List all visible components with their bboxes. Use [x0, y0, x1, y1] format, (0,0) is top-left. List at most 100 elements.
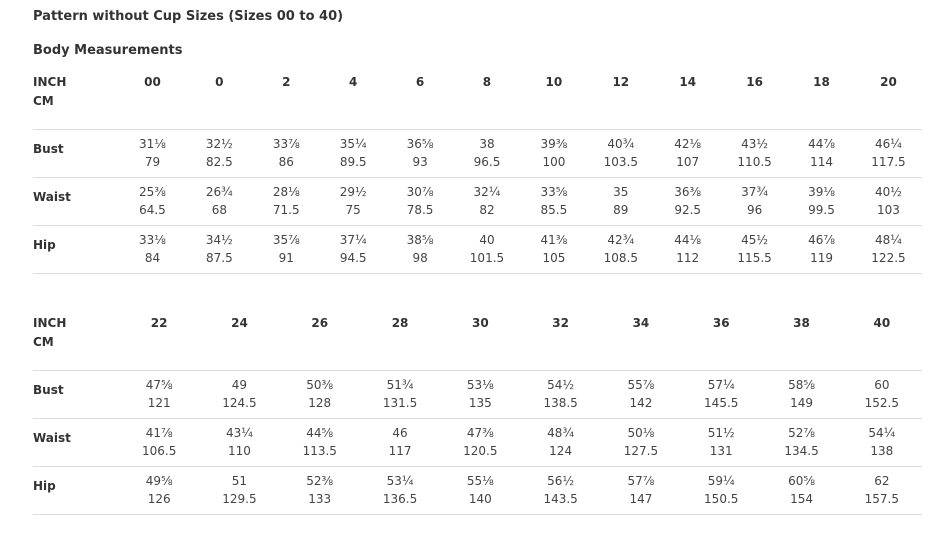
inch-value: 28⅛	[272, 185, 300, 199]
header-divider	[33, 114, 922, 130]
inch-value: 35⅞	[272, 233, 300, 247]
inch-value: 47⅝	[145, 378, 173, 392]
cm-value: 115.5	[737, 251, 772, 265]
inch-value: 52⅜	[306, 474, 334, 488]
cm-value: 150.5	[704, 492, 739, 506]
measurement-cell: 59¼ 150.5	[681, 466, 762, 515]
measurement-cell: 60 152.5	[841, 370, 922, 419]
page-title: Pattern without Cup Sizes (Sizes 00 to 4…	[33, 9, 344, 24]
unit-label: INCH CM	[33, 73, 119, 114]
cm-value: 147	[629, 492, 653, 506]
measurement-cell: 30⅞ 78.5	[386, 177, 454, 226]
inch-value: 50⅛	[627, 426, 655, 440]
cm-value: 114	[810, 155, 833, 169]
measurement-cell: 47⅝ 121	[119, 370, 200, 419]
measurement-cell: 57⅞ 147	[600, 466, 682, 515]
cm-value: 75	[345, 203, 361, 217]
measurement-cell: 46 117	[359, 418, 441, 467]
cm-value: 89.5	[339, 155, 367, 169]
measurement-cell: 35 89	[587, 177, 655, 226]
cm-value: 82.5	[206, 155, 233, 169]
size-header: 32	[552, 316, 569, 330]
row-label: Waist	[33, 177, 119, 226]
inch-value: 38⅝	[406, 233, 434, 247]
inch-value: 42¾	[607, 233, 635, 247]
measurement-cell: 54¼ 138	[841, 418, 922, 467]
size-header: 12	[612, 75, 630, 89]
inch-value: 40	[479, 233, 495, 247]
size-header: 38	[793, 316, 810, 330]
measurement-cell: 38⅝ 98	[386, 225, 454, 274]
measurement-cell: 41⅞ 106.5	[119, 418, 200, 467]
cm-value: 78.5	[406, 203, 434, 217]
cm-value: 108.5	[603, 251, 638, 265]
cm-value: 96.5	[473, 155, 501, 169]
measurement-cell: 51 129.5	[199, 466, 280, 515]
measurement-cell: 36⅝ 93	[386, 129, 454, 178]
cm-value: 64.5	[139, 203, 166, 217]
inch-value: 39⅛	[808, 185, 835, 199]
measurement-cell: 26¾ 68	[185, 177, 253, 226]
cm-value: 96	[746, 203, 763, 217]
size-header: 40	[873, 316, 891, 330]
cm-value: 124.5	[222, 396, 257, 410]
cm-value: 106.5	[141, 444, 177, 458]
measurement-cell: 58⅝ 149	[761, 370, 842, 419]
cm-value: 86	[278, 155, 294, 169]
measurement-cell: 48¾ 124	[520, 418, 601, 467]
inch-value: 33⅝	[540, 185, 568, 199]
row-label: Waist	[33, 418, 119, 467]
cm-value: 121	[147, 396, 171, 410]
inch-value: 50⅜	[306, 378, 334, 392]
measurement-cell: 42¾ 108.5	[587, 225, 655, 274]
inch-value: 37¼	[339, 233, 367, 247]
measurement-cell: 32¼ 82	[453, 177, 521, 226]
measurement-cell: 35⅞ 91	[252, 225, 320, 274]
size-header: 22	[150, 316, 168, 330]
inch-value: 33⅛	[139, 233, 166, 247]
cm-value: 93	[412, 155, 428, 169]
inch-value: 54½	[547, 378, 575, 392]
measurement-cell: 60⅝ 154	[761, 466, 842, 515]
inch-value: 33⅞	[272, 137, 300, 151]
table-row: Waist 25⅜ 64.5 26¾ 68 28⅛ 71.5 29½ 75 30⅞ 78.5 32¼ 8…	[33, 177, 922, 226]
cm-value: 79	[144, 155, 161, 169]
inch-value: 41⅜	[540, 233, 568, 247]
cm-value: 138.5	[543, 396, 578, 410]
cm-value: 119	[810, 251, 833, 265]
inch-value: 57⅞	[627, 474, 655, 488]
unit-label: INCH CM	[33, 314, 119, 355]
cm-value: 134.5	[784, 444, 819, 458]
cm-value: 92.5	[674, 203, 702, 217]
cm-value: 122.5	[871, 251, 906, 265]
measurement-cell: 36⅜ 92.5	[654, 177, 722, 226]
size-header: 20	[880, 75, 897, 89]
measurement-cell: 50⅜ 128	[279, 370, 360, 419]
cm-value: 71.5	[272, 203, 300, 217]
measurement-cell: 55⅛ 140	[440, 466, 521, 515]
table-row: Hip 49⅝ 126 51 129.5 52⅜ 133 53¼ 136.5 55⅛ 140 56½ 1…	[33, 466, 922, 515]
size-header: 34	[632, 316, 650, 330]
cm-value: 103.5	[603, 155, 638, 169]
inch-value: 44⅝	[306, 426, 334, 440]
cm-value: 98	[412, 251, 428, 265]
inch-value: 53⅛	[466, 378, 494, 392]
size-header: 2	[282, 75, 291, 89]
cm-value: 101.5	[469, 251, 505, 265]
inch-value: 56½	[547, 474, 575, 488]
cm-value: 84	[144, 251, 161, 265]
measurement-cell: 47⅜ 120.5	[440, 418, 521, 467]
measurement-cell: 62 157.5	[841, 466, 922, 515]
cm-value: 100	[542, 155, 566, 169]
measurement-cell: 43¼ 110	[199, 418, 280, 467]
cm-value: 110	[227, 444, 251, 458]
cm-value: 124	[549, 444, 573, 458]
measurement-cell: 44⅝ 113.5	[279, 418, 360, 467]
inch-value: 55⅛	[466, 474, 494, 488]
inch-value: 34½	[205, 233, 233, 247]
unit-inch-label: INCH	[33, 75, 67, 89]
cm-value: 131.5	[382, 396, 418, 410]
measurement-cell: 56½ 143.5	[520, 466, 601, 515]
cm-value: 107	[676, 155, 700, 169]
